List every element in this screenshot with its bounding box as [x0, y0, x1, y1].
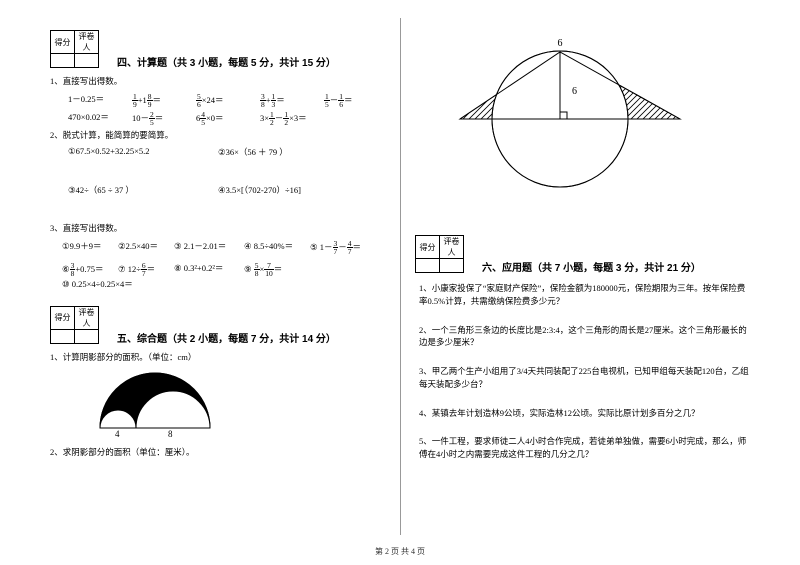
sec4-q1-row2: 470×0.02＝ 10－25＝ 645×0＝ 3×12－12×3＝ — [68, 111, 390, 127]
expr: 3×12－12×3＝ — [260, 111, 324, 127]
sec4-q2-row1: ①67.5×0.52+32.25×5.2 ②36×（56 ＋ 79 ） — [68, 146, 390, 158]
svg-text:8: 8 — [168, 429, 173, 439]
expr: ③42÷（65 ÷ 37 ） — [68, 184, 218, 196]
score-label: 得分 — [416, 236, 440, 259]
expr: ⑥38+0.75＝ — [62, 262, 118, 278]
section-6-header: 得分评卷人 六、应用题（共 7 小题，每题 3 分，共计 21 分） — [415, 235, 750, 276]
sec5-q1: 1、计算阴影部分的面积。（单位：cm） — [50, 351, 390, 365]
sec5-figure: 4 8 — [80, 368, 240, 440]
expr: 15－16＝ — [324, 93, 388, 109]
expr: 19+189＝ — [132, 93, 196, 109]
expr: ④3.5×[（702-270）÷16] — [218, 184, 368, 196]
expr: 470×0.02＝ — [68, 111, 132, 127]
expr: ①67.5×0.52+32.25×5.2 — [68, 146, 218, 158]
expr: 38+13＝ — [260, 93, 324, 109]
expr: ⑤ 1－37－47＝ — [310, 240, 366, 256]
score-box: 得分评卷人 — [415, 235, 464, 273]
section-4-header: 得分评卷人 四、计算题（共 3 小题，每题 5 分，共计 15 分） — [50, 30, 390, 71]
expr: ②36×（56 ＋ 79 ） — [218, 146, 368, 158]
expr: 645×0＝ — [196, 111, 260, 127]
section-5-title: 五、综合题（共 2 小题，每题 7 分，共计 14 分） — [117, 330, 336, 347]
sec4-q3-row2: ⑥38+0.75＝ ⑦ 12÷67＝ ⑧ 0.3²+0.2²＝ ⑨ 58×710… — [62, 262, 390, 290]
page-footer: 第 2 页 共 4 页 — [0, 546, 800, 557]
expr: ①9.9＋9＝ — [62, 240, 118, 256]
sec6-q1: 1、小康家投保了“家庭财产保险”，保险金额为180000元，保险期限为三年。按年… — [419, 282, 750, 308]
expr: ⑩ 0.25×4÷0.25×4＝ — [62, 278, 152, 290]
expr: 1－0.25＝ — [68, 93, 132, 109]
score-box: 得分评卷人 — [50, 30, 99, 68]
expr: ⑧ 0.3²+0.2²＝ — [174, 262, 244, 278]
section-4-title: 四、计算题（共 3 小题，每题 5 分，共计 15 分） — [117, 54, 336, 71]
score-box: 得分评卷人 — [50, 306, 99, 344]
score-label: 得分 — [51, 306, 75, 329]
sec6-q2: 2、一个三角形三条边的长度比是2:3:4，这个三角形的周长是27厘米。这个三角形… — [419, 324, 750, 350]
svg-text:6: 6 — [558, 38, 563, 49]
section-6-title: 六、应用题（共 7 小题，每题 3 分，共计 21 分） — [482, 259, 701, 276]
svg-text:6: 6 — [572, 86, 577, 97]
expr: ④ 8.5÷40%＝ — [244, 240, 310, 256]
expr: ③ 2.1－2.01＝ — [174, 240, 244, 256]
sec4-q3-row1: ①9.9＋9＝ ②2.5×40＝ ③ 2.1－2.01＝ ④ 8.5÷40%＝ … — [62, 240, 390, 256]
score-label: 得分 — [51, 31, 75, 54]
expr: ⑨ 58×710＝ — [244, 262, 310, 278]
sec6-q5: 5、一件工程，要求师徒二人4小时合作完成，若徒弟单独做，需要6小时完成，那么，师… — [419, 435, 750, 461]
expr: 10－25＝ — [132, 111, 196, 127]
sec4-q2: 2、脱式计算，能简算的要简算。 — [50, 129, 390, 143]
grader-label: 评卷人 — [75, 31, 99, 54]
sec4-q2-row2: ③42÷（65 ÷ 37 ） ④3.5×[（702-270）÷16] — [68, 184, 390, 196]
sec6-q4: 4、某镇去年计划造林9公顷，实际造林12公顷。实际比原计划多百分之几？ — [419, 407, 750, 420]
expr: ⑦ 12÷67＝ — [118, 262, 174, 278]
right-column: 6 6 得分评卷人 六、应用题（共 7 小题，每题 3 分，共计 21 分） 1… — [400, 30, 750, 545]
sec5-q2: 2、求阴影部分的面积（单位：厘米）。 — [50, 446, 390, 460]
section-5-header: 得分评卷人 五、综合题（共 2 小题，每题 7 分，共计 14 分） — [50, 306, 390, 347]
sec4-q3: 3、直接写出得数。 — [50, 222, 390, 236]
expr: ②2.5×40＝ — [118, 240, 174, 256]
svg-text:4: 4 — [115, 429, 120, 439]
grader-label: 评卷人 — [440, 236, 464, 259]
grader-label: 评卷人 — [75, 306, 99, 329]
expr: 56×24＝ — [196, 93, 260, 109]
right-figure: 6 6 — [440, 34, 700, 229]
sec4-q1: 1、直接写出得数。 — [50, 75, 390, 89]
sec4-q1-row1: 1－0.25＝ 19+189＝ 56×24＝ 38+13＝ 15－16＝ — [68, 93, 390, 109]
left-column: 得分评卷人 四、计算题（共 3 小题，每题 5 分，共计 15 分） 1、直接写… — [50, 30, 400, 545]
sec6-q3: 3、甲乙两个生产小组用了3/4天共同装配了225台电视机，已知甲组每天装配120… — [419, 365, 750, 391]
